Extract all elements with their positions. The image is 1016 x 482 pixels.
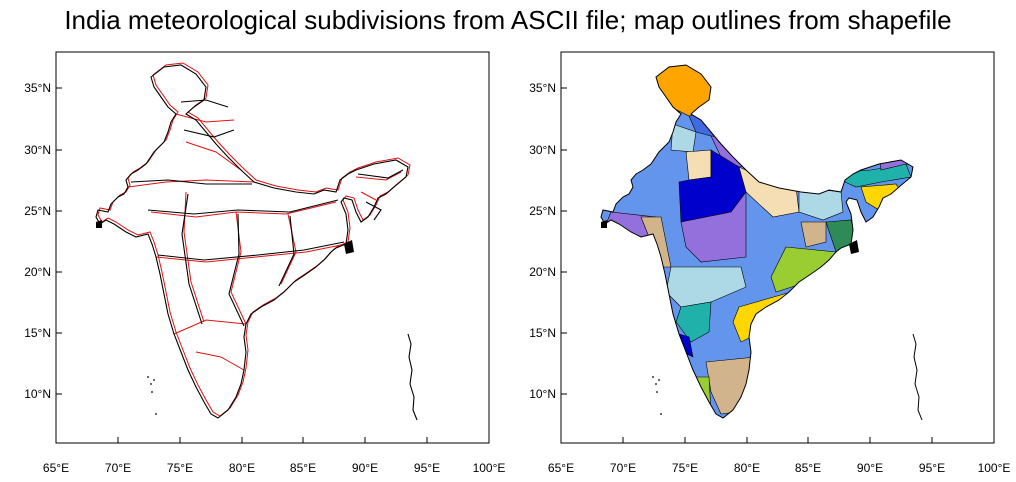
- subdivision-boundary: [173, 319, 247, 335]
- x-tick-label: 85°E: [795, 461, 821, 475]
- subdivision-fill: [800, 221, 827, 248]
- y-tick-label: 10°N: [529, 387, 556, 401]
- subdivision-fill: [844, 163, 912, 188]
- x-tick-label: 100°E: [978, 461, 1011, 475]
- state-boundary: [183, 129, 235, 138]
- x-tick-label: 85°E: [290, 461, 316, 475]
- x-axis: [560, 437, 995, 443]
- state-boundary: [157, 241, 345, 261]
- x-tick-label: 70°E: [105, 461, 131, 475]
- subdivision-boundary: [195, 351, 245, 371]
- subdivision-boundary: [185, 141, 242, 171]
- y-tick-label: 30°N: [529, 143, 556, 157]
- y-tick-label: 25°N: [24, 204, 51, 218]
- state-boundary: [357, 169, 404, 179]
- state-boundary: [365, 201, 382, 221]
- y-tick-label: 15°N: [24, 326, 51, 340]
- subdivision-boundary: [155, 243, 347, 263]
- subdivision-boundary: [127, 179, 255, 188]
- y-tick-label: 25°N: [529, 204, 556, 218]
- y-tick-label: 35°N: [24, 81, 51, 95]
- y-tick-label: 30°N: [24, 143, 51, 157]
- x-tick-label: 75°E: [167, 461, 193, 475]
- y-tick-label: 20°N: [24, 265, 51, 279]
- state-boundary: [147, 199, 339, 215]
- x-axis: [55, 437, 490, 443]
- x-tick-label: 65°E: [548, 461, 574, 475]
- subdivision-fill: [680, 191, 747, 263]
- subdivision-fill: [685, 149, 712, 181]
- kutch-coast: [96, 220, 102, 228]
- x-tick-label: 100°E: [473, 461, 506, 475]
- subdivision-boundary: [355, 171, 402, 181]
- x-tick-label: 80°E: [229, 461, 255, 475]
- lakshadweep-islands: [147, 376, 157, 415]
- x-tick-label: 80°E: [734, 461, 760, 475]
- filled-map-panel: 65°E 70°E 75°E 80°E 85°E 90°E 95°E 100°E…: [529, 51, 1011, 475]
- y-tick-label: 15°N: [529, 326, 556, 340]
- x-tick-label: 95°E: [414, 461, 440, 475]
- page-title: India meteorological subdivisions from A…: [64, 5, 952, 35]
- outline-map-panel: 65°E 70°E 75°E 80°E 85°E 90°E 95°E 100°E…: [24, 51, 506, 475]
- state-boundary: [228, 213, 245, 327]
- plot-frame: [55, 51, 490, 444]
- subdivision-fill: [675, 301, 712, 343]
- sundarbans-delta: [344, 240, 354, 254]
- y-axis: [56, 87, 62, 395]
- shapefile-lines: [95, 64, 418, 421]
- x-tick-label: 95°E: [919, 461, 945, 475]
- lakshadweep-islands: [652, 376, 662, 415]
- x-tick-label: 70°E: [610, 461, 636, 475]
- state-boundary: [180, 99, 229, 108]
- state-boundary: [130, 179, 252, 185]
- y-tick-label: 35°N: [529, 81, 556, 95]
- state-boundary: [278, 215, 295, 287]
- x-tick-label: 90°E: [352, 461, 378, 475]
- y-tick-label: 20°N: [529, 265, 556, 279]
- subdivision-boundary: [175, 113, 235, 123]
- subdivision-boundary: [360, 191, 377, 201]
- x-tick-label: 75°E: [672, 461, 698, 475]
- y-tick-label: 10°N: [24, 387, 51, 401]
- kutch-coast: [601, 220, 607, 228]
- x-tick-label: 90°E: [857, 461, 883, 475]
- x-tick-label: 65°E: [43, 461, 69, 475]
- y-axis: [561, 87, 567, 395]
- sundarbans-delta: [849, 240, 859, 254]
- state-boundary: [181, 193, 203, 325]
